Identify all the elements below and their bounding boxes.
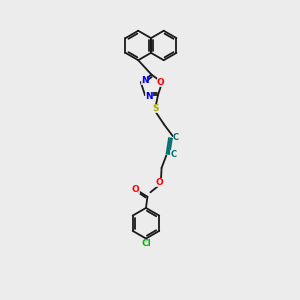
Text: O: O (156, 178, 164, 187)
Text: S: S (152, 104, 159, 113)
Text: C: C (170, 150, 176, 159)
Text: O: O (132, 184, 140, 194)
Text: Cl: Cl (141, 239, 151, 248)
Text: C: C (173, 133, 179, 142)
Text: N: N (141, 76, 148, 85)
Text: N: N (145, 92, 152, 101)
Text: O: O (157, 78, 164, 87)
